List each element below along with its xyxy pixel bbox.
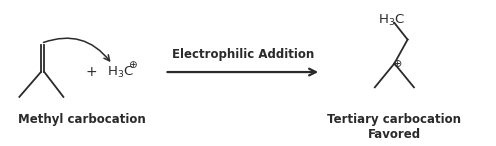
Text: $\oplus$: $\oplus$ <box>128 59 138 70</box>
Text: H$_3$C: H$_3$C <box>107 65 134 80</box>
Text: +: + <box>85 65 97 79</box>
Text: Favored: Favored <box>368 128 421 141</box>
Text: Tertiary carbocation: Tertiary carbocation <box>327 113 461 126</box>
Text: H$_3$C: H$_3$C <box>378 13 405 28</box>
Text: Electrophilic Addition: Electrophilic Addition <box>172 48 314 61</box>
Text: Methyl carbocation: Methyl carbocation <box>17 113 145 126</box>
Text: $\oplus$: $\oplus$ <box>392 58 402 69</box>
